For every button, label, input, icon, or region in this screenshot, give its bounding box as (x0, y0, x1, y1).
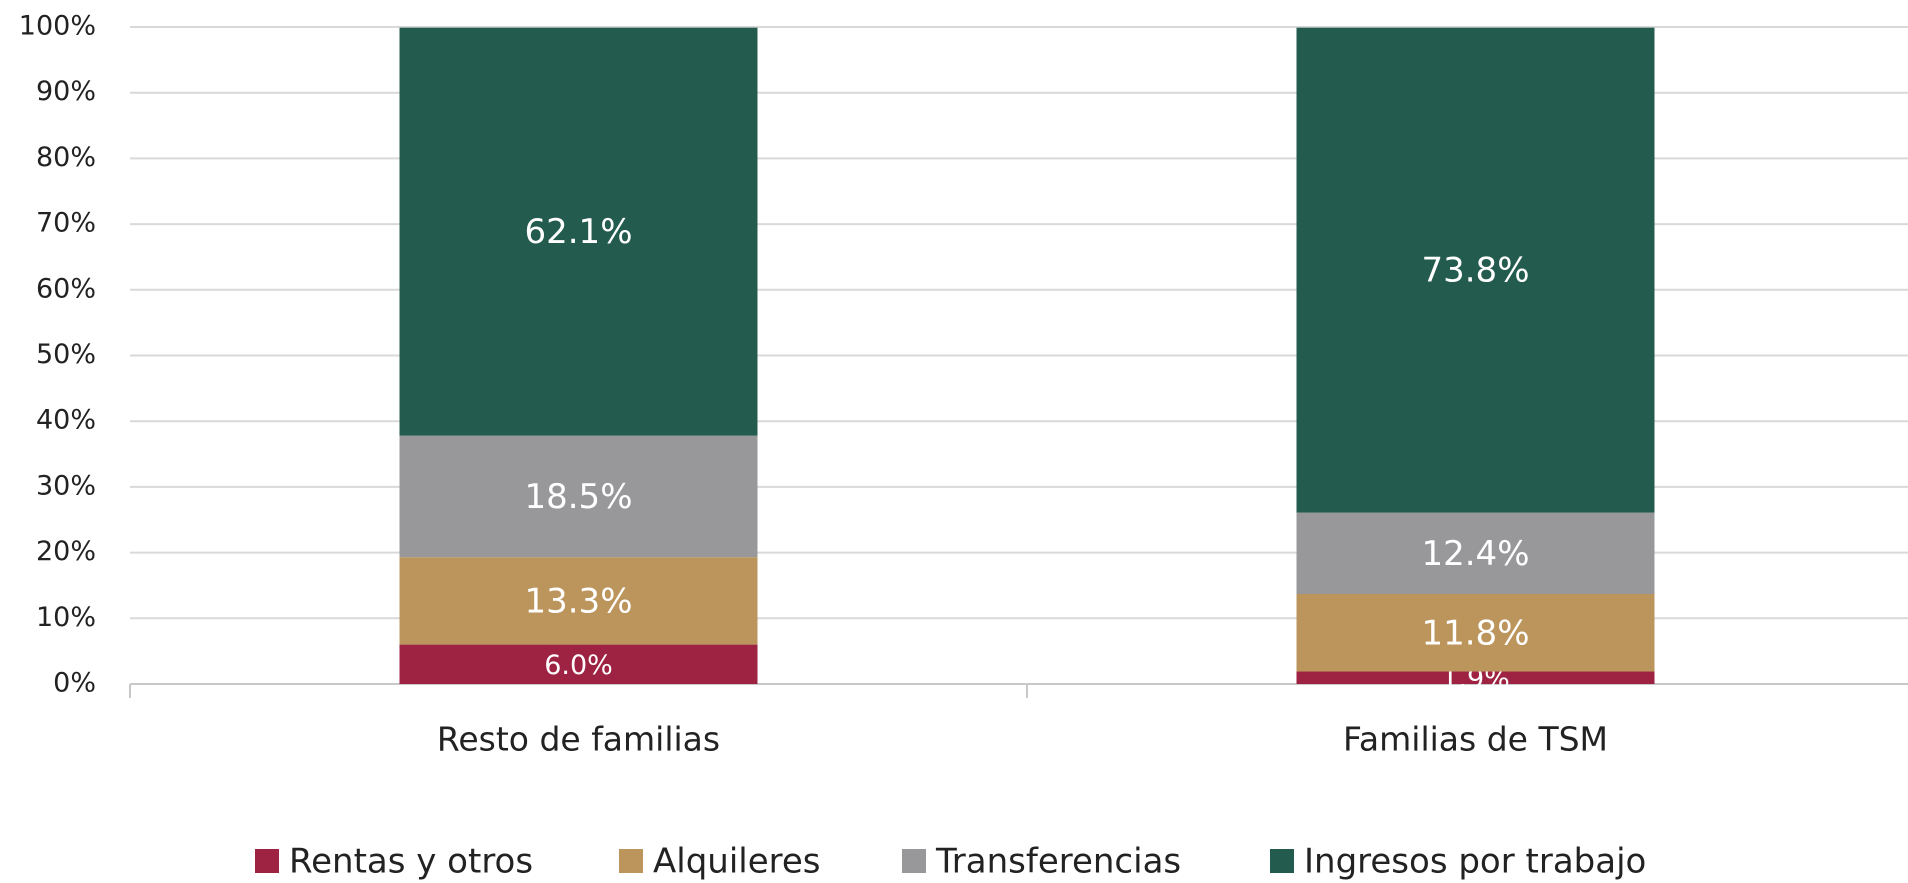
y-tick-label: 100% (19, 11, 96, 42)
bar-segment (1296, 593, 1655, 672)
y-tick-label: 0% (53, 668, 96, 699)
legend-label: Ingresos por trabajo (1304, 842, 1646, 882)
y-tick-label: 20% (36, 536, 96, 567)
legend-label: Transferencias (935, 842, 1181, 882)
bar-segment (399, 27, 758, 436)
bar-segment (1296, 512, 1655, 594)
legend-swatch (255, 849, 279, 873)
y-tick-label: 60% (36, 273, 96, 304)
x-tick-label: Familias de TSM (1343, 720, 1608, 759)
y-tick-label: 30% (36, 470, 96, 501)
data-label: 11.8% (1421, 613, 1529, 653)
bar-segment (399, 557, 758, 645)
bar-segment (399, 435, 758, 558)
legend-swatch (1270, 849, 1294, 873)
legend-label: Alquileres (653, 842, 821, 882)
data-label: 13.3% (524, 581, 632, 621)
data-label: 73.8% (1421, 251, 1529, 291)
y-tick-label: 50% (36, 339, 96, 370)
x-tick-label: Resto de familias (437, 720, 720, 759)
y-tick-label: 10% (36, 602, 96, 633)
y-tick-label: 70% (36, 208, 96, 239)
bar-segment (1296, 671, 1655, 684)
y-tick-label: 40% (36, 405, 96, 436)
data-label: 18.5% (524, 477, 632, 517)
data-label: 62.1% (524, 212, 632, 252)
legend-swatch (902, 849, 926, 873)
data-label: 6.0% (544, 650, 613, 681)
bar-segment (399, 644, 758, 684)
legend-swatch (619, 849, 643, 873)
data-label: 12.4% (1421, 534, 1529, 574)
y-tick-label: 90% (36, 76, 96, 107)
legend-label: Rentas y otros (289, 842, 533, 882)
bar-segment (1296, 27, 1655, 513)
y-tick-label: 80% (36, 142, 96, 173)
